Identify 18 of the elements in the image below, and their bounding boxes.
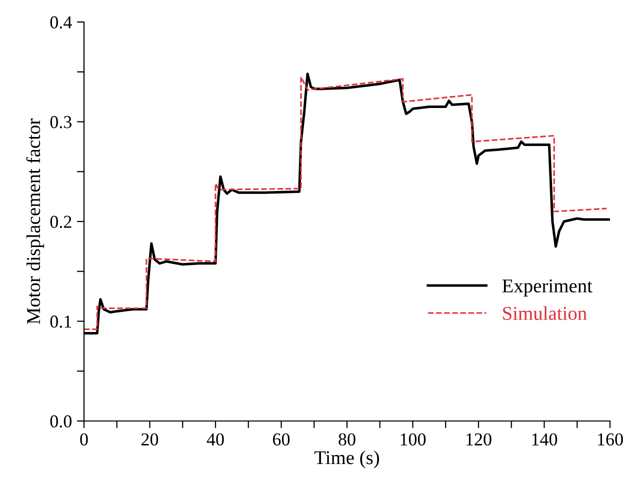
y-tick-label: 0.3 bbox=[50, 116, 72, 128]
x-tick-label: 0 bbox=[80, 433, 88, 446]
x-tick-label: 20 bbox=[142, 433, 158, 446]
y-axis-title: Motor displacement factor bbox=[26, 118, 44, 324]
y-tick-label: 0.2 bbox=[50, 216, 72, 228]
x-tick-label: 160 bbox=[598, 433, 623, 446]
y-tick-label: 0.1 bbox=[50, 316, 72, 328]
text: 0.0 bbox=[50, 415, 72, 428]
x-tick-label: 60 bbox=[273, 433, 290, 446]
legend-label: Experiment bbox=[502, 279, 592, 296]
x-tick-label: 40 bbox=[206, 433, 224, 446]
x-tick-label: 140 bbox=[532, 433, 558, 446]
legend-label: Simulation bbox=[503, 306, 587, 320]
x-tick-label: 120 bbox=[466, 433, 492, 446]
x-tick-label: 100 bbox=[400, 433, 426, 446]
y-tick-label: 0.4 bbox=[50, 16, 72, 29]
x-tick-label: 80 bbox=[338, 433, 356, 446]
x-axis-title: Time (s) bbox=[314, 450, 380, 468]
